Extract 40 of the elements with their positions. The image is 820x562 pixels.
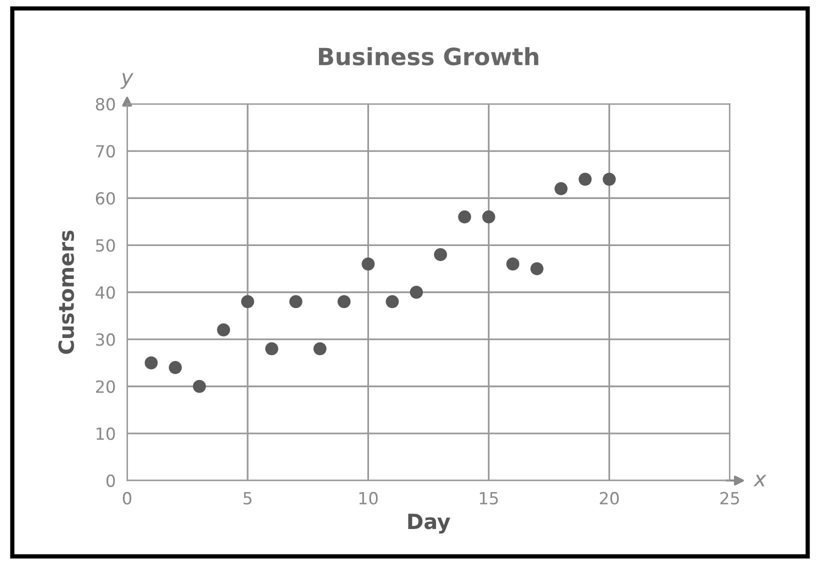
y-tick-label: 50 — [96, 239, 115, 252]
x-tick-label: 20 — [600, 492, 619, 505]
y-tick-label: 0 — [106, 474, 115, 488]
point — [241, 295, 254, 308]
point — [506, 257, 520, 271]
point — [410, 286, 423, 299]
point — [289, 295, 302, 308]
y-tick-label: 60 — [96, 192, 115, 205]
point — [217, 323, 230, 336]
y-axis-title: Customers — [58, 230, 74, 354]
x-axis-title: Day — [408, 514, 450, 534]
point — [144, 356, 158, 370]
point — [168, 361, 182, 374]
point — [530, 262, 544, 276]
x-tick-label: 25 — [720, 492, 739, 505]
x-tick-label: 5 — [244, 492, 252, 505]
point — [578, 172, 592, 186]
point — [458, 210, 472, 224]
point — [192, 380, 206, 393]
point — [338, 295, 351, 308]
point — [602, 172, 616, 186]
text: y — [120, 73, 134, 89]
x-tick-label: 0 — [122, 492, 132, 505]
point — [554, 182, 568, 196]
point — [482, 210, 496, 224]
y-tick-label: 30 — [96, 333, 115, 346]
chart-title: Business Growth — [318, 47, 538, 66]
point — [265, 342, 278, 356]
point — [313, 342, 326, 356]
point — [362, 257, 375, 271]
y-tick-label: 20 — [96, 380, 115, 393]
y-tick-label: 80 — [96, 98, 115, 111]
point — [434, 248, 448, 262]
point — [386, 295, 399, 308]
y-tick-label: 10 — [96, 427, 115, 440]
text: x — [753, 474, 766, 486]
y-tick-label: 40 — [96, 286, 115, 299]
x-tick-label: 15 — [480, 492, 498, 505]
x-tick-label: 10 — [359, 492, 378, 505]
y-tick-label: 70 — [96, 145, 115, 158]
